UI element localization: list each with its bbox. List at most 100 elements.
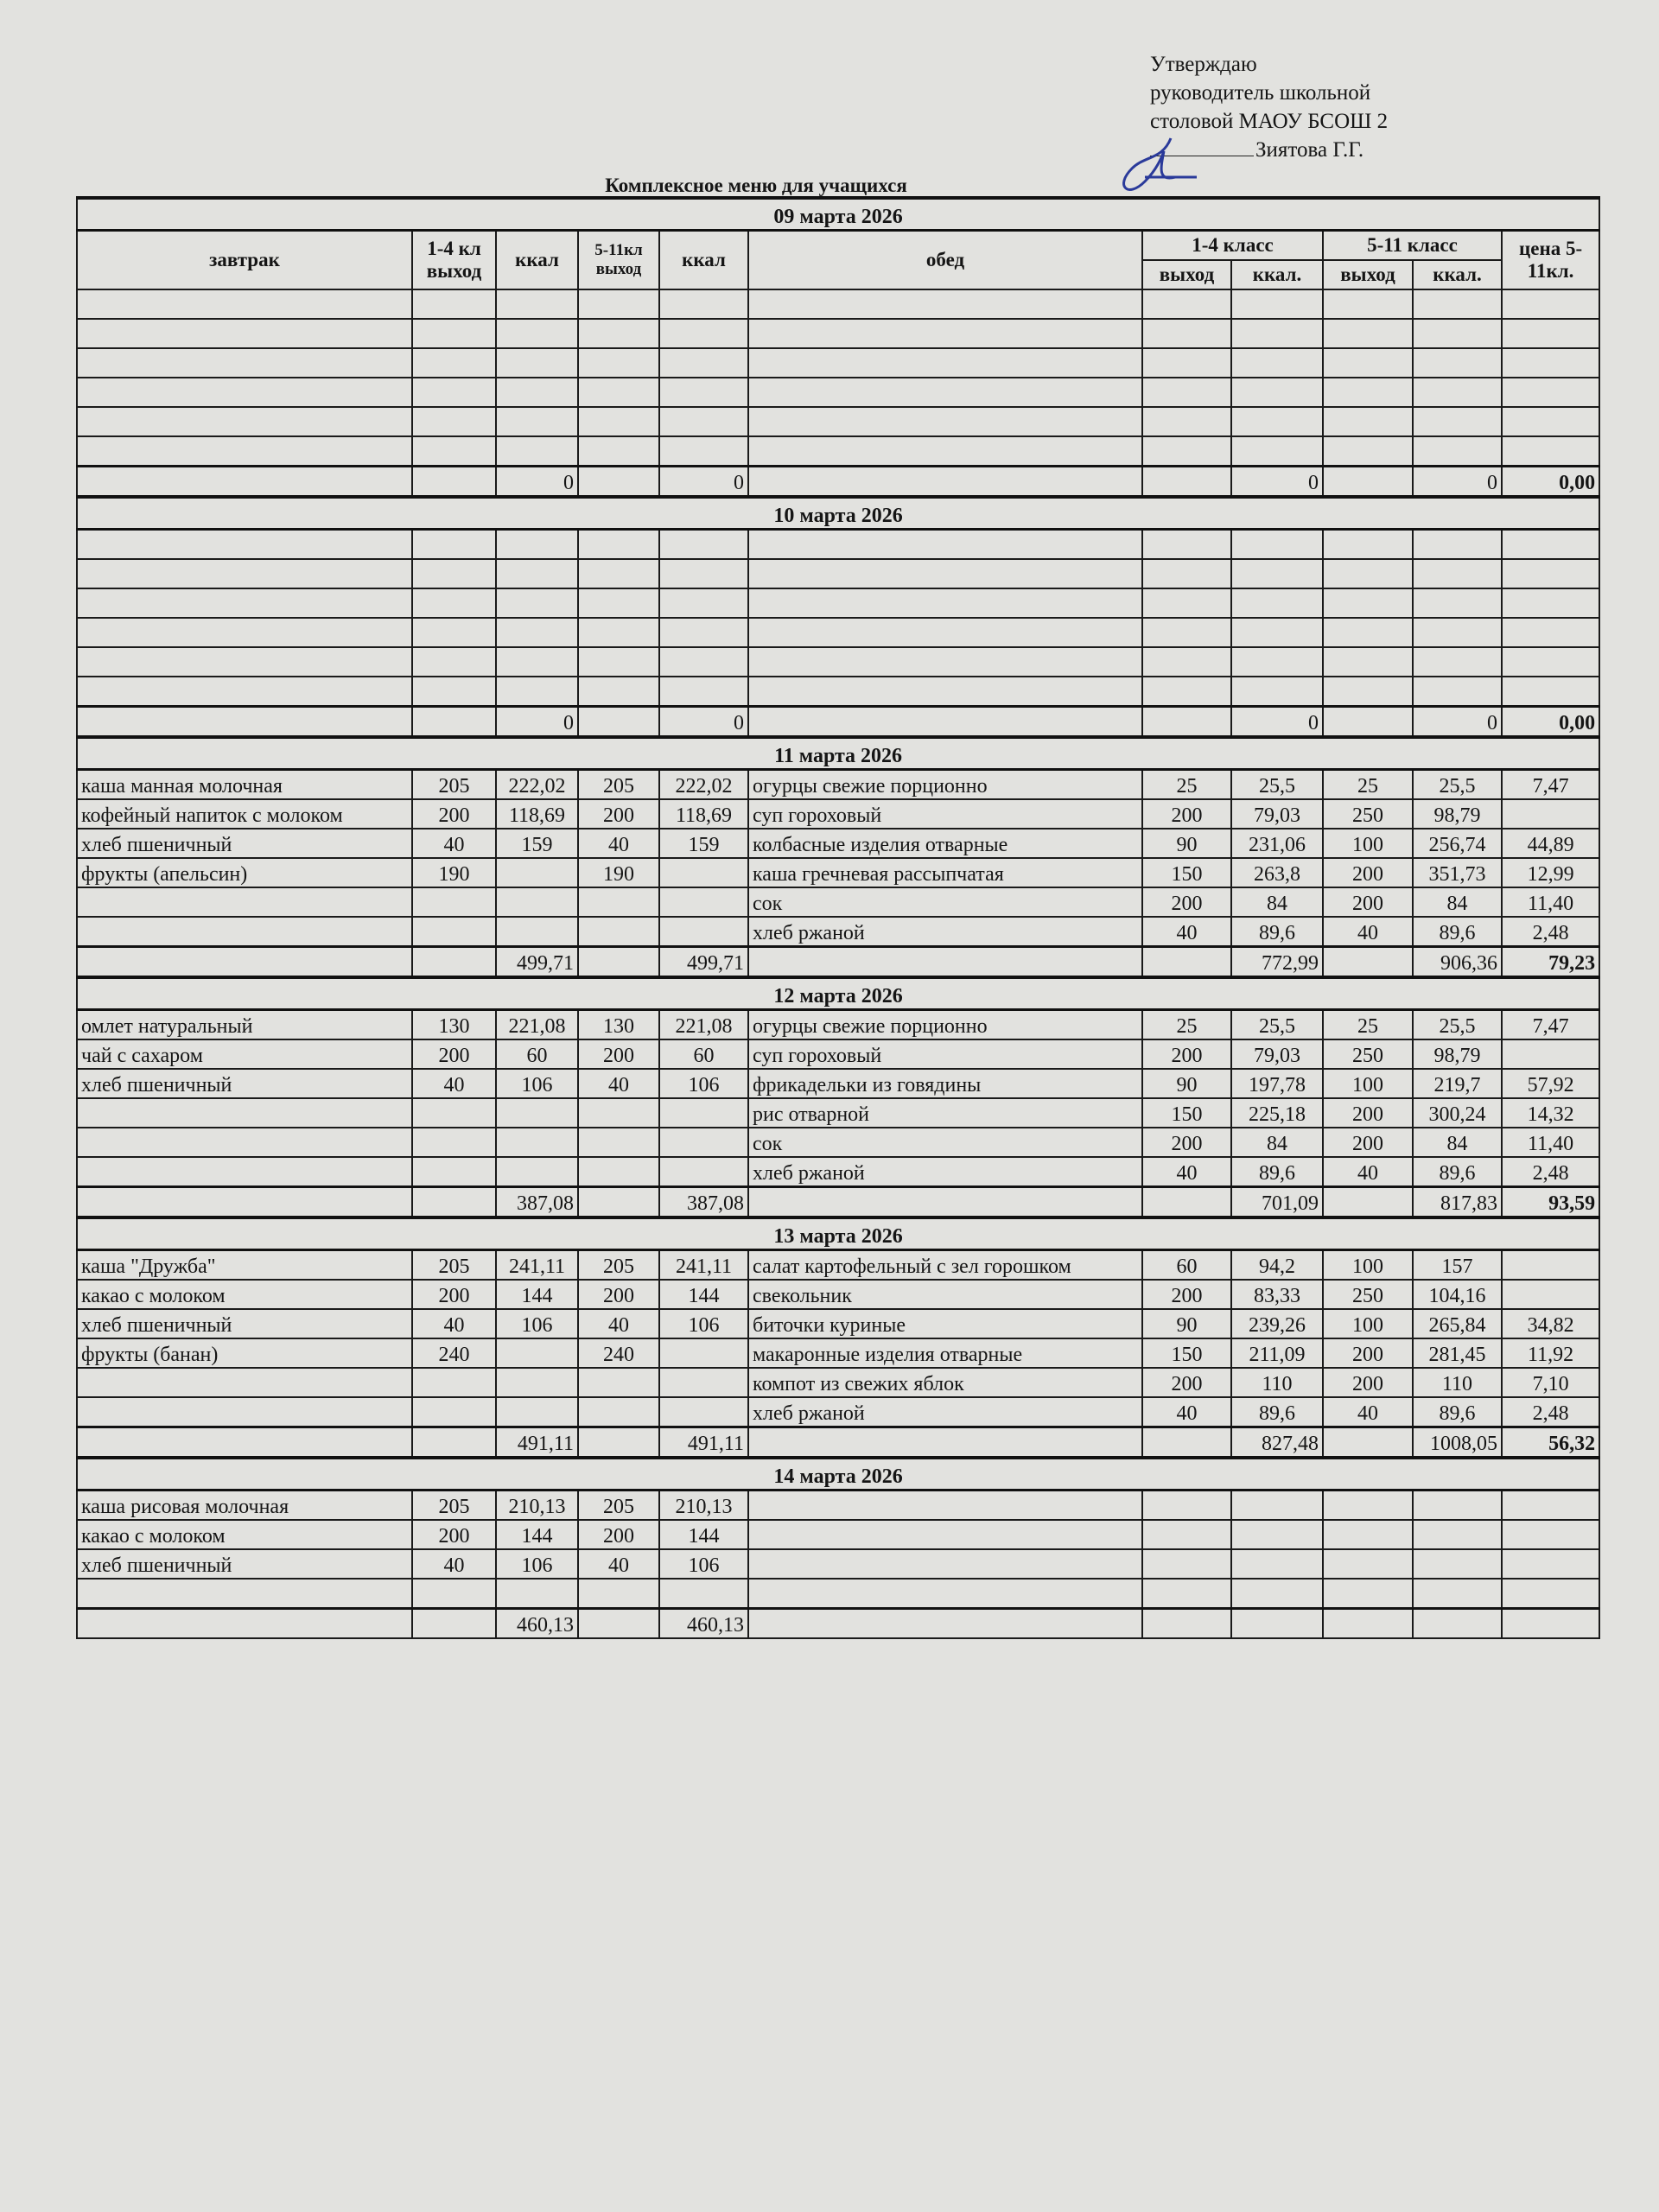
menu-value xyxy=(1230,289,1324,320)
breakfast-item xyxy=(76,435,413,467)
menu-value xyxy=(1141,318,1232,349)
menu-value: 40 xyxy=(577,1548,660,1580)
menu-value xyxy=(577,887,660,918)
menu-row xyxy=(76,676,1601,708)
menu-value xyxy=(1412,377,1503,408)
menu-value: 89,6 xyxy=(1412,1396,1503,1428)
menu-value xyxy=(411,588,497,619)
total-value: 491,11 xyxy=(495,1426,579,1459)
menu-value xyxy=(1500,318,1601,349)
menu-value xyxy=(411,1097,497,1128)
day-date: 14 марта 2026 xyxy=(75,1456,1601,1491)
breakfast-item xyxy=(76,347,413,378)
menu-value xyxy=(1500,798,1601,830)
total-value xyxy=(577,1185,660,1218)
total-value: 0 xyxy=(1230,705,1324,738)
header-subcol: ккал. xyxy=(1230,259,1324,290)
menu-value xyxy=(658,1127,749,1158)
menu-value xyxy=(658,916,749,948)
lunch-item: суп гороховый xyxy=(747,1039,1143,1070)
lunch-item: салат картофельный с зел горошком xyxy=(747,1249,1143,1281)
header-kcal: ккал xyxy=(495,229,579,290)
signer-name: Зиятова Г.Г. xyxy=(1255,138,1364,162)
menu-value: 300,24 xyxy=(1412,1097,1503,1128)
menu-value: 200 xyxy=(411,1039,497,1070)
menu-value: 84 xyxy=(1412,887,1503,918)
menu-value: 60 xyxy=(658,1039,749,1070)
menu-value: 190 xyxy=(411,857,497,888)
menu-value: 25 xyxy=(1322,768,1414,800)
menu-value xyxy=(411,435,497,467)
menu-table: 09 марта 2026 завтрак 1-4 кл выход ккал 5-11… xyxy=(75,196,1601,1639)
menu-value: 25,5 xyxy=(1412,768,1503,800)
total-value: 0 xyxy=(658,465,749,498)
menu-value: 40 xyxy=(1322,1396,1414,1428)
total-value xyxy=(577,945,660,978)
menu-row xyxy=(76,289,1601,320)
menu-value xyxy=(1412,1578,1503,1610)
lunch-item: хлеб ржаной xyxy=(747,1396,1143,1428)
menu-value: 25 xyxy=(1141,768,1232,800)
menu-value: 150 xyxy=(1141,1097,1232,1128)
menu-row: фрукты (банан) 240 240 макаронные изделия о… xyxy=(76,1338,1601,1369)
approval-line: руководитель школьной xyxy=(1150,81,1371,105)
total-value xyxy=(76,945,413,978)
day-total-row: 460,13 460,13 xyxy=(76,1607,1601,1639)
breakfast-item xyxy=(76,617,413,648)
menu-value xyxy=(658,1156,749,1188)
menu-value xyxy=(1230,406,1324,437)
menu-value xyxy=(658,646,749,677)
menu-value xyxy=(1500,588,1601,619)
menu-value xyxy=(1412,646,1503,677)
menu-value: 40 xyxy=(577,1068,660,1099)
menu-row: каша рисовая молочная 205 210,13 205 210,13 xyxy=(76,1489,1601,1521)
menu-value: 40 xyxy=(577,1308,660,1339)
menu-value: 90 xyxy=(1141,828,1232,859)
menu-row xyxy=(76,406,1601,437)
menu-row: кофейный напиток с молоком 200 118,69 200 11… xyxy=(76,798,1601,830)
menu-value xyxy=(1500,1519,1601,1550)
menu-value: 106 xyxy=(658,1548,749,1580)
menu-value xyxy=(1412,676,1503,708)
total-value: 387,08 xyxy=(495,1185,579,1218)
menu-value xyxy=(577,1578,660,1610)
lunch-item: свекольник xyxy=(747,1279,1143,1310)
menu-value xyxy=(1500,1548,1601,1580)
menu-value: 200 xyxy=(1322,1338,1414,1369)
total-value xyxy=(76,1185,413,1218)
menu-value: 130 xyxy=(577,1008,660,1040)
menu-value: 11,40 xyxy=(1500,887,1601,918)
total-value: 772,99 xyxy=(1230,945,1324,978)
lunch-item xyxy=(747,1578,1143,1610)
menu-value xyxy=(658,1367,749,1398)
lunch-item xyxy=(747,289,1143,320)
menu-value: 150 xyxy=(1141,1338,1232,1369)
breakfast-item xyxy=(76,1367,413,1398)
menu-value: 94,2 xyxy=(1230,1249,1324,1281)
menu-value xyxy=(1412,435,1503,467)
header-kcal: ккал xyxy=(658,229,749,290)
menu-row: омлет натуральный 130 221,08 130 221,08 огурц… xyxy=(76,1008,1601,1040)
total-value: 0,00 xyxy=(1500,705,1601,738)
menu-value xyxy=(1500,646,1601,677)
menu-value: 210,13 xyxy=(495,1489,579,1521)
menu-row: хлеб пшеничный 40 106 40 106 биточки куриные 9… xyxy=(76,1308,1601,1339)
total-value xyxy=(577,1426,660,1459)
menu-row: фрукты (апельсин) 190 190 каша гречневая ра… xyxy=(76,857,1601,888)
menu-value: 144 xyxy=(495,1279,579,1310)
menu-value xyxy=(1500,528,1601,560)
menu-row xyxy=(76,347,1601,378)
menu-value: 250 xyxy=(1322,1279,1414,1310)
menu-value xyxy=(577,528,660,560)
total-value xyxy=(1141,465,1232,498)
breakfast-item: каша рисовая молочная xyxy=(76,1489,413,1521)
menu-value: 89,6 xyxy=(1230,1396,1324,1428)
menu-value: 106 xyxy=(495,1548,579,1580)
lunch-item: биточки куриные xyxy=(747,1308,1143,1339)
menu-value xyxy=(1141,558,1232,589)
breakfast-item: каша "Дружба" xyxy=(76,1249,413,1281)
menu-value xyxy=(1141,1489,1232,1521)
menu-value: 83,33 xyxy=(1230,1279,1324,1310)
document-title: Комплексное меню для учащихся xyxy=(605,175,907,196)
menu-value: 11,40 xyxy=(1500,1127,1601,1158)
